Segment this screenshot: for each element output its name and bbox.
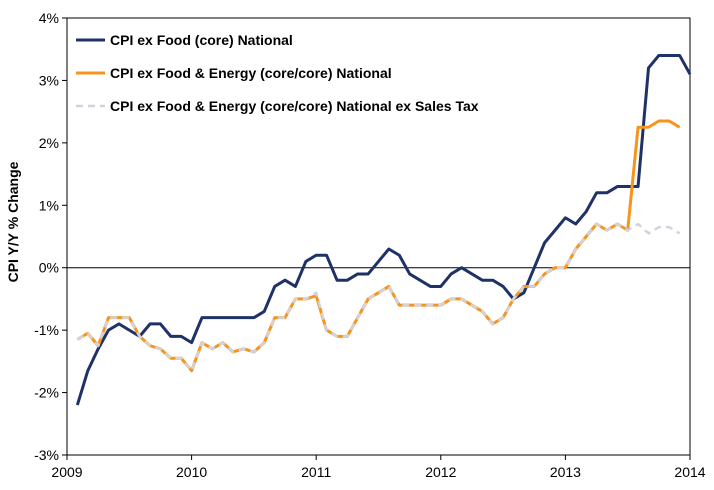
y-tick-label: -2% (34, 385, 59, 401)
plot-frame (66, 17, 691, 456)
y-tick-label: 0% (39, 260, 59, 276)
legend-entry-1: CPI ex Food (core) National (110, 32, 293, 48)
x-tick-label: 2011 (301, 464, 331, 480)
x-tick-label: 2009 (51, 464, 82, 480)
y-tick-label: -3% (34, 447, 59, 463)
series-line-3 (76, 222, 681, 372)
y-tick-label: 1% (39, 197, 59, 213)
legend: CPI ex Food (core) National CPI ex Food &… (76, 32, 479, 114)
series-line-1 (75, 53, 692, 406)
y-tick-label: 3% (39, 72, 59, 88)
x-tick-label: 2012 (425, 464, 456, 480)
series-lines (75, 53, 692, 406)
y-tick-label: 4% (39, 10, 59, 26)
y-tick-label: 2% (39, 135, 59, 151)
chart-axes (62, 17, 691, 460)
y-tick-label: -1% (34, 322, 59, 338)
x-tick-label: 2010 (176, 464, 207, 480)
x-tick-label: 2013 (550, 464, 581, 480)
x-tick-label: 2014 (674, 464, 705, 480)
tick-labels: -3% -2% -1% 0% 1% 2% 3% 4% 2009 2010 2011 2012 2013 2… (34, 10, 706, 480)
legend-entry-3: CPI ex Food & Energy (core/core) Nationa… (110, 98, 479, 114)
y-axis-label: CPI Y/Y % Change (5, 161, 21, 282)
legend-entry-2: CPI ex Food & Energy (core/core) Nationa… (110, 65, 392, 81)
